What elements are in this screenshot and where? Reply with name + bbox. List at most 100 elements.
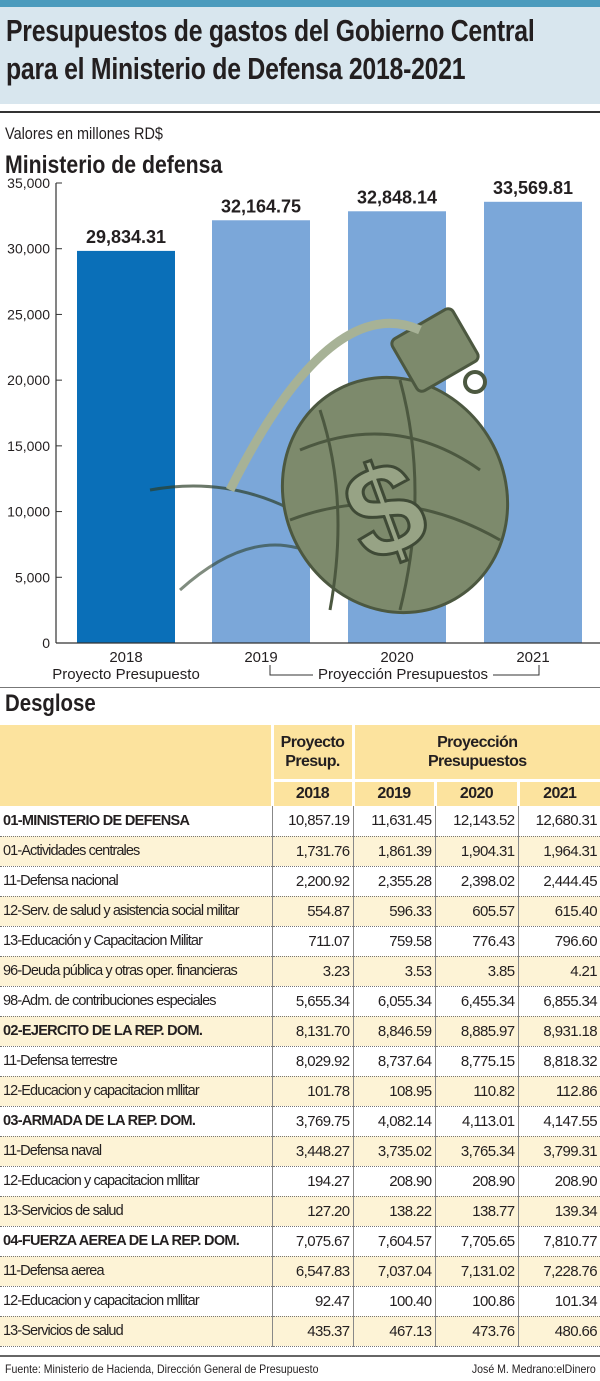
- cell-2021: 480.66: [517, 1316, 600, 1347]
- cell-2020: 138.77: [434, 1196, 518, 1227]
- bar-2018: [77, 250, 175, 644]
- cell-2019: 11,631.45: [352, 806, 435, 837]
- table-row: 12-Serv. de salud y asistencia social mi…: [0, 896, 600, 927]
- cell-2020: 2,398.02: [434, 866, 518, 897]
- title-line-1: Presupuestos de gastos del Gobierno Cent…: [6, 13, 535, 48]
- cell-2019: 7,037.04: [352, 1256, 435, 1287]
- cell-2019: 108.95: [352, 1076, 435, 1107]
- cell-2018: 435.37: [271, 1316, 353, 1347]
- table-row: 03-ARMADA DE LA REP. DOM. 3,769.75 4,082.1…: [0, 1106, 600, 1137]
- cell-2020: 8,885.97: [434, 1016, 518, 1047]
- cell-2021: 796.60: [517, 926, 600, 957]
- cell-2020: 473.76: [434, 1316, 518, 1347]
- top-accent-bar: [0, 0, 600, 7]
- cell-2018: 711.07: [271, 926, 353, 957]
- row-label: 02-EJERCITO DE LA REP. DOM.: [0, 1016, 272, 1047]
- table-row: 11-Defensa naval 3,448.27 3,735.02 3,765.34…: [0, 1136, 600, 1167]
- page-title: Presupuestos de gastos del Gobierno Cent…: [6, 12, 535, 88]
- cell-2020: 6,455.34: [434, 986, 518, 1017]
- table-row: 02-EJERCITO DE LA REP. DOM. 8,131.70 8,846…: [0, 1016, 600, 1047]
- cell-2020: 8,775.15: [434, 1046, 518, 1077]
- row-label: 13-Educación y Capacitacion Militar: [0, 926, 272, 957]
- y-tick-label: 5,000: [15, 569, 50, 585]
- cell-2018: 101.78: [271, 1076, 353, 1107]
- y-tick-label: 35,000: [7, 175, 50, 191]
- cell-2018: 8,029.92: [271, 1046, 353, 1077]
- cell-2021: 8,818.32: [517, 1046, 600, 1077]
- x-tick-label: 2019: [244, 649, 277, 666]
- table-row: 96-Deuda pública y otras oper. financier…: [0, 956, 600, 987]
- data-label: 32,848.14: [357, 187, 437, 207]
- chart-title: Ministerio de defensa: [5, 151, 223, 179]
- cell-2019: 7,604.57: [352, 1226, 435, 1257]
- data-label: 33,569.81: [493, 178, 573, 198]
- header-year-2018: 2018: [270, 778, 353, 806]
- cell-2021: 4.21: [517, 956, 600, 987]
- row-label: 13-Servicios de salud: [0, 1196, 272, 1227]
- x-tick-label: 2020: [380, 649, 413, 666]
- title-band: [0, 7, 600, 104]
- row-label: 01-MINISTERIO DE DEFENSA: [0, 806, 272, 837]
- cell-2021: 2,444.45: [517, 866, 600, 897]
- group-label-proyecto: Proyecto Presupuesto: [52, 666, 200, 683]
- row-label: 96-Deuda pública y otras oper. financier…: [0, 956, 272, 987]
- cell-2021: 101.34: [517, 1286, 600, 1317]
- divider: [0, 1355, 600, 1357]
- bar-2021: [484, 201, 582, 643]
- cell-2018: 127.20: [271, 1196, 353, 1227]
- cell-2019: 3,735.02: [352, 1136, 435, 1167]
- cell-2021: 8,931.18: [517, 1016, 600, 1047]
- cell-2021: 7,810.77: [517, 1226, 600, 1257]
- header-year-2021: 2021: [516, 778, 600, 806]
- cell-2020: 1,904.31: [434, 836, 518, 867]
- cell-2020: 4,113.01: [434, 1106, 518, 1137]
- row-label: 11-Defensa naval: [0, 1136, 272, 1167]
- cell-2019: 4,082.14: [352, 1106, 435, 1137]
- cell-2021: 139.34: [517, 1196, 600, 1227]
- credit: José M. Medrano:elDinero: [472, 1362, 596, 1376]
- cell-2019: 100.40: [352, 1286, 435, 1317]
- cell-2019: 759.58: [352, 926, 435, 957]
- row-label: 03-ARMADA DE LA REP. DOM.: [0, 1106, 272, 1137]
- grenade-dollar-illustration: $: [149, 307, 510, 615]
- header-proyecto-presup: Proyecto Presup.: [270, 725, 353, 780]
- divider: [0, 111, 600, 113]
- table-row: 13-Servicios de salud 127.20 138.22 138.77 1…: [0, 1196, 600, 1227]
- cell-2018: 6,547.83: [271, 1256, 353, 1287]
- title-line-2: para el Ministerio de Defensa 2018-2021: [6, 51, 466, 86]
- cell-2020: 7,131.02: [434, 1256, 518, 1287]
- cell-2021: 6,855.34: [517, 986, 600, 1017]
- table-row: 12-Educacion y capacitacion mllitar 101.7…: [0, 1076, 600, 1107]
- cell-2020: 110.82: [434, 1076, 518, 1107]
- table-row: 11-Defensa nacional 2,200.92 2,355.28 2,398…: [0, 866, 600, 897]
- table-title: Desglose: [5, 690, 96, 717]
- cell-2018: 3,769.75: [271, 1106, 353, 1137]
- cell-2020: 3,765.34: [434, 1136, 518, 1167]
- row-label: 11-Defensa nacional: [0, 866, 272, 897]
- cell-2021: 4,147.55: [517, 1106, 600, 1137]
- table-row: 98-Adm. de contribuciones especiales 5,65…: [0, 986, 600, 1017]
- cell-2021: 208.90: [517, 1166, 600, 1197]
- table-row: 12-Educacion y capacitacion mllitar 92.47…: [0, 1286, 600, 1317]
- row-label: 12-Educacion y capacitacion mllitar: [0, 1166, 272, 1197]
- cell-2019: 8,737.64: [352, 1046, 435, 1077]
- y-tick-label: 0: [42, 635, 50, 651]
- cell-2021: 112.86: [517, 1076, 600, 1107]
- cell-2018: 194.27: [271, 1166, 353, 1197]
- row-label: 01-Actividades centrales: [0, 836, 272, 867]
- bar-chart: $0 5,000 10,000 15,000 20,000 25,000 30,000 35,…: [7, 175, 600, 683]
- header-proyeccion-presupuestos: Proyección Presupuestos: [351, 725, 600, 780]
- cell-2019: 138.22: [352, 1196, 435, 1227]
- header-year-2019: 2019: [351, 778, 435, 806]
- row-label: 11-Defensa terrestre: [0, 1046, 272, 1077]
- table-row: 04-FUERZA AEREA DE LA REP. DOM. 7,075.67 7…: [0, 1226, 600, 1257]
- table-row: 11-Defensa terrestre 8,029.92 8,737.64 8,77…: [0, 1046, 600, 1077]
- row-label: 13-Servicios de salud: [0, 1316, 272, 1347]
- header-blank: [0, 725, 272, 806]
- cell-2021: 1,964.31: [517, 836, 600, 867]
- cell-2018: 8,131.70: [271, 1016, 353, 1047]
- group-label-proyeccion: Proyección Presupuestos: [318, 666, 488, 683]
- cell-2018: 92.47: [271, 1286, 353, 1317]
- cell-2019: 2,355.28: [352, 866, 435, 897]
- cell-2020: 208.90: [434, 1166, 518, 1197]
